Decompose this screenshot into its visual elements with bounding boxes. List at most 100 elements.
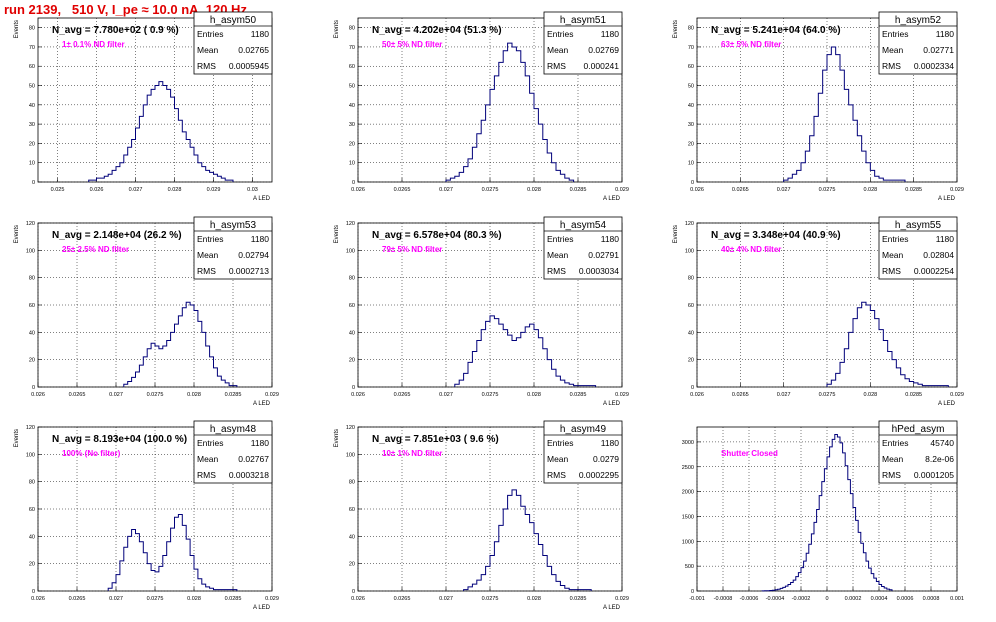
stats-key: Entries (882, 234, 908, 244)
stats-key: Entries (197, 29, 223, 39)
x-axis-title: A LED (938, 401, 956, 407)
stats-value: 0.02767 (238, 454, 269, 464)
x-tick-label: 0.029 (950, 187, 964, 193)
y-tick-label: 0 (32, 589, 35, 595)
x-axis-title: A LED (253, 605, 271, 611)
stats-box (193, 216, 273, 280)
x-tick-label: 0.026 (351, 596, 365, 602)
y-tick-label: 20 (688, 358, 694, 364)
y-tick-label: 40 (688, 330, 694, 336)
y-tick-label: 0 (691, 385, 694, 391)
x-tick-label: 0.0265 (69, 392, 86, 398)
x-tick-label: 0.026 (690, 392, 704, 398)
y-tick-label: 100 (26, 452, 35, 458)
y-axis-title: Events (14, 20, 20, 38)
stats-value: 1180 (936, 234, 955, 244)
y-tick-label: 30 (688, 122, 694, 128)
stats-box (543, 420, 623, 484)
histogram-steps (826, 301, 949, 387)
y-tick-label: 80 (29, 26, 35, 32)
stats-value: 0.0003034 (579, 266, 619, 276)
y-tick-label: 60 (29, 507, 35, 513)
x-tick-label: 0.0275 (819, 392, 836, 398)
y-tick-label: 40 (688, 103, 694, 109)
stats-key: Mean (197, 454, 219, 464)
stats-box (193, 420, 273, 484)
y-tick-label: 100 (346, 248, 355, 254)
y-tick-label: 100 (685, 248, 694, 254)
y-tick-label: 3000 (682, 440, 694, 446)
histogram-steps (88, 81, 234, 182)
stats-value: 0.0003218 (229, 470, 269, 480)
histogram-panel-h_asym51: 0.026 0.0265 0.027 0.0275 0.028 0.0285 0.029 0 1… (334, 11, 629, 202)
histogram-panel-h_asym53: 0.026 0.0265 0.027 0.0275 0.028 0.0285 0.029 0 2… (14, 216, 279, 407)
stats-value: 1180 (601, 438, 620, 448)
x-tick-label: 0.026 (690, 187, 704, 193)
x-tick-label: 0 (825, 596, 828, 602)
histogram-name: h_asym50 (210, 15, 257, 26)
histogram-name: h_asym48 (210, 424, 257, 435)
n-avg-label: N_avg = 6.578e+04 (80.3 %) (372, 230, 502, 241)
x-tick-label: 0.027 (777, 392, 791, 398)
x-axis-title: A LED (938, 196, 956, 202)
y-tick-label: 100 (26, 248, 35, 254)
y-tick-label: 20 (349, 562, 355, 568)
y-tick-label: 0 (691, 180, 694, 186)
x-tick-label: -0.0002 (792, 596, 811, 602)
y-tick-label: 80 (349, 26, 355, 32)
stats-value: 0.02794 (238, 250, 269, 260)
x-tick-label: 0.0275 (147, 392, 164, 398)
y-tick-label: 50 (349, 84, 355, 90)
x-tick-label: 0.0275 (147, 596, 164, 602)
stats-value: 8.2e-06 (925, 454, 954, 464)
y-tick-label: 10 (688, 161, 694, 167)
x-tick-label: 0.0008 (923, 596, 940, 602)
y-tick-label: 2000 (682, 490, 694, 496)
stats-box (878, 11, 958, 75)
y-tick-label: 1500 (682, 514, 694, 520)
x-tick-label: -0.0004 (766, 596, 785, 602)
stats-key: Entries (197, 438, 223, 448)
x-tick-label: 0.029 (615, 596, 629, 602)
x-axis-title: A LED (603, 401, 621, 407)
y-tick-label: 120 (346, 221, 355, 227)
y-tick-label: 60 (29, 64, 35, 70)
filter-label: 50± 5% ND filter (382, 40, 442, 49)
x-tick-label: 0.0004 (871, 596, 888, 602)
y-axis-title: Events (334, 20, 340, 38)
histogram-name: hPed_asym (892, 424, 945, 435)
stats-box (543, 11, 623, 75)
x-tick-label: 0.0265 (732, 187, 749, 193)
x-tick-label: 0.028 (863, 187, 877, 193)
y-tick-label: 60 (349, 507, 355, 513)
stats-key: Mean (197, 250, 219, 260)
y-tick-label: 40 (29, 330, 35, 336)
stats-box (878, 420, 958, 484)
stats-key: RMS (197, 61, 216, 71)
x-tick-label: 0.0285 (570, 187, 587, 193)
stats-key: RMS (882, 61, 901, 71)
x-tick-label: -0.0008 (714, 596, 733, 602)
histogram-name: h_asym52 (895, 15, 942, 26)
stats-value: 1180 (251, 234, 270, 244)
histogram-panel-h_asym50: 0.025 0.026 0.027 0.028 0.029 0.03 0 10 20 30 40 50… (14, 11, 273, 202)
y-axis-title: Events (14, 429, 20, 447)
n-avg-label: N_avg = 2.148e+04 (26.2 %) (52, 230, 182, 241)
stats-value: 0.0279 (593, 454, 619, 464)
y-tick-label: 30 (349, 122, 355, 128)
stats-key: Entries (197, 234, 223, 244)
stats-key: Entries (547, 234, 573, 244)
stats-value: 0.0002334 (914, 61, 954, 71)
y-tick-label: 80 (688, 276, 694, 282)
histogram-steps (445, 42, 575, 182)
x-axis-title: A LED (253, 401, 271, 407)
y-tick-label: 2500 (682, 465, 694, 471)
y-tick-label: 50 (688, 84, 694, 90)
x-tick-label: 0.0002 (845, 596, 862, 602)
histogram-steps (107, 513, 238, 591)
x-tick-label: 0.027 (109, 392, 123, 398)
y-tick-label: 100 (346, 452, 355, 458)
stats-key: RMS (882, 470, 901, 480)
x-tick-label: -0.0006 (740, 596, 759, 602)
histogram-panel-h_asym54: 0.026 0.0265 0.027 0.0275 0.028 0.0285 0.029 0 2… (334, 216, 629, 407)
